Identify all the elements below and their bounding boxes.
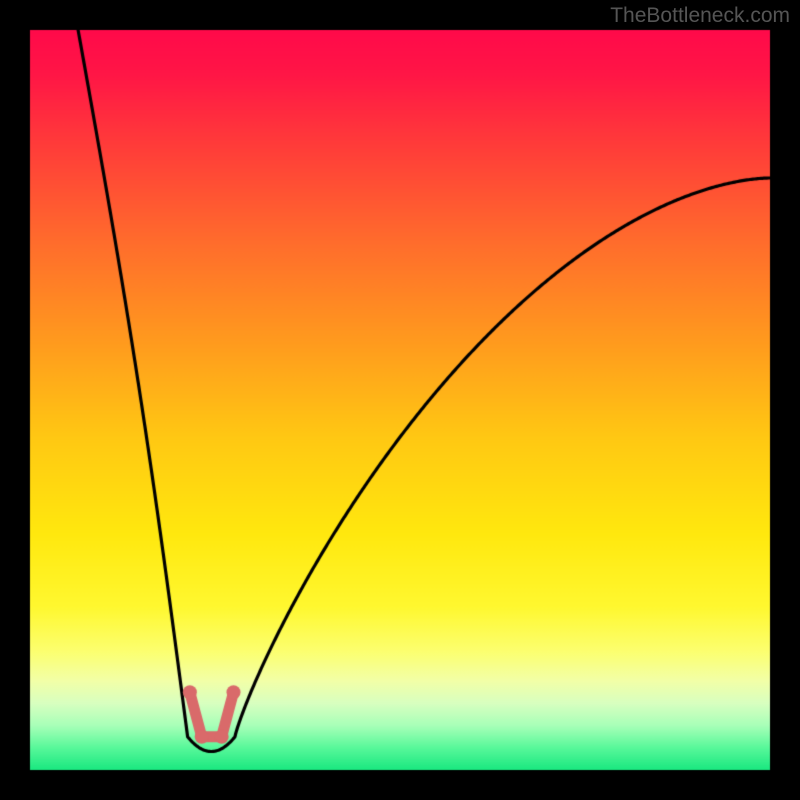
- chart-container: TheBottleneck.com: [0, 0, 800, 800]
- bottleneck-chart-canvas: [0, 0, 800, 800]
- watermark-text: TheBottleneck.com: [610, 4, 790, 28]
